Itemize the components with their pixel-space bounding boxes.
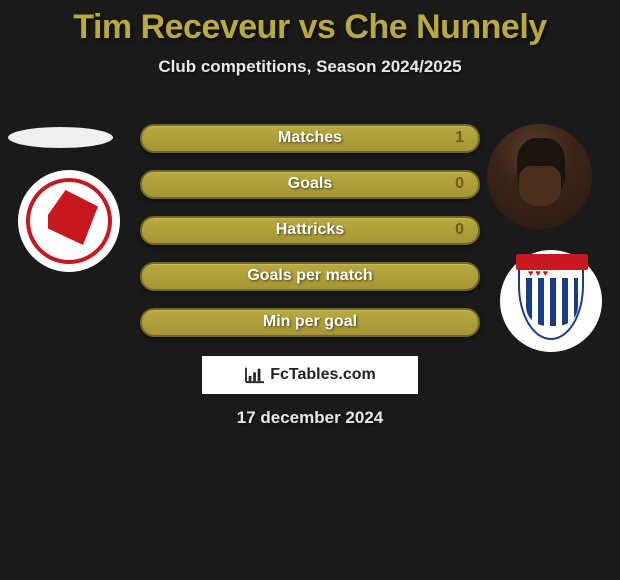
subtitle: Club competitions, Season 2024/2025 [0, 57, 620, 77]
club-left-badge [18, 170, 120, 272]
player-right-avatar [487, 124, 592, 229]
watermark-text: FcTables.com [270, 366, 376, 384]
stat-bar-min-per-goal: Min per goal [140, 308, 480, 337]
stat-bar-matches: Matches 1 [140, 124, 480, 153]
watermark: FcTables.com [202, 356, 418, 394]
hearts-icon: ♥♥♥ [528, 268, 550, 278]
stat-label: Goals [142, 175, 478, 193]
page-title: Tim Receveur vs Che Nunnely [0, 0, 620, 47]
stat-bar-hattricks: Hattricks 0 [140, 216, 480, 245]
date-label: 17 december 2024 [0, 408, 620, 428]
stat-value: 0 [455, 221, 464, 239]
chart-icon [244, 366, 266, 384]
club-right-badge: ♥♥♥ [500, 250, 602, 352]
stat-bar-goals-per-match: Goals per match [140, 262, 480, 291]
stat-bar-goals: Goals 0 [140, 170, 480, 199]
stat-label: Hattricks [142, 221, 478, 239]
stripes-icon [526, 278, 578, 326]
heerenveen-icon: ♥♥♥ [518, 262, 584, 340]
almere-city-icon [26, 178, 112, 264]
stat-label: Matches [142, 129, 478, 147]
player-left-avatar [8, 127, 113, 148]
stat-value: 0 [455, 175, 464, 193]
stat-label: Min per goal [142, 313, 478, 331]
stats-bars: Matches 1 Goals 0 Hattricks 0 Goals per … [140, 124, 480, 354]
stat-value: 1 [455, 129, 464, 147]
stat-label: Goals per match [142, 267, 478, 285]
